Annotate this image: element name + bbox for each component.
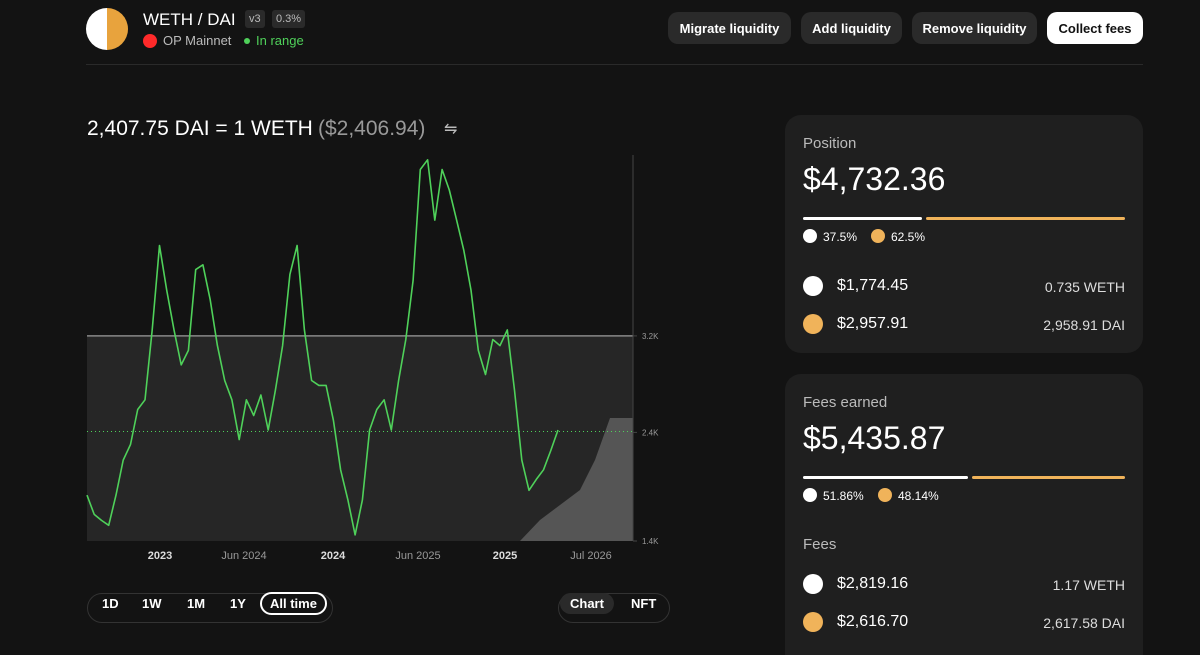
token-amount: 0.735 WETH bbox=[1044, 279, 1125, 295]
token-usd: $2,616.70 bbox=[837, 613, 909, 630]
range-band bbox=[87, 335, 633, 541]
price-usd: ($2,406.94) bbox=[318, 117, 426, 140]
token-usd: $1,774.45 bbox=[837, 277, 909, 294]
x-tick-label: Jul 2026 bbox=[570, 550, 612, 562]
y-tick-label: 2.4K bbox=[642, 428, 659, 437]
swap-icon[interactable]: ⇋ bbox=[444, 121, 458, 138]
time-range-group bbox=[87, 593, 333, 623]
x-tick-label: Jun 2024 bbox=[221, 550, 266, 562]
status: In range bbox=[256, 33, 304, 48]
price-line bbox=[86, 159, 559, 536]
dai-icon bbox=[803, 612, 823, 632]
dai-icon bbox=[803, 314, 823, 334]
share-label: 48.14% bbox=[898, 489, 939, 503]
network: OP Mainnet bbox=[163, 33, 232, 48]
share-bar bbox=[803, 217, 923, 220]
range-button[interactable]: 1Y bbox=[230, 596, 246, 611]
divider bbox=[86, 64, 1143, 65]
weth-icon bbox=[803, 229, 817, 243]
liquidity-depth bbox=[520, 418, 633, 541]
range-button-active[interactable]: All time bbox=[260, 592, 327, 615]
pair-icon bbox=[86, 8, 128, 50]
card-label: Position bbox=[803, 135, 857, 152]
y-tick-label: 3.2K bbox=[642, 332, 659, 341]
share-label: 37.5% bbox=[823, 230, 858, 244]
x-tick-label: Jun 2025 bbox=[395, 550, 440, 562]
fees-card: Fees earned $5,435.87 51.86% 48.14% Fees… bbox=[785, 374, 1143, 655]
token-amount: 1.17 WETH bbox=[1052, 577, 1125, 593]
share-bar bbox=[971, 476, 1125, 479]
migrate-button[interactable]: Migrate liquidity bbox=[668, 12, 791, 44]
token-usd: $2,957.91 bbox=[837, 315, 909, 332]
range-button[interactable]: 1M bbox=[187, 596, 206, 611]
status-dot bbox=[244, 38, 250, 44]
x-tick-label: 2023 bbox=[148, 550, 172, 562]
view-button[interactable]: NFT bbox=[631, 596, 657, 611]
weth-icon bbox=[803, 574, 823, 594]
dai-icon bbox=[878, 488, 892, 502]
pair-name: WETH / DAI bbox=[143, 10, 236, 29]
token-amount: 2,617.58 DAI bbox=[1043, 615, 1125, 631]
share-label: 51.86% bbox=[823, 489, 864, 503]
view-group bbox=[558, 593, 670, 623]
position-total: $4,732.36 bbox=[803, 161, 946, 197]
share-label: 62.5% bbox=[891, 230, 926, 244]
range-button[interactable]: 1D bbox=[102, 596, 119, 611]
token-usd: $2,819.16 bbox=[837, 575, 909, 592]
collect-button[interactable]: Collect fees bbox=[1047, 12, 1143, 44]
add-button[interactable]: Add liquidity bbox=[801, 12, 902, 44]
version-badge: v3 bbox=[245, 10, 265, 28]
share-bar bbox=[803, 476, 968, 479]
weth-icon bbox=[803, 488, 817, 502]
fee-badge: 0.3% bbox=[272, 10, 306, 28]
fees-total: $5,435.87 bbox=[803, 420, 946, 456]
range-button[interactable]: 1W bbox=[142, 596, 162, 611]
fees-subtitle: Fees bbox=[803, 536, 837, 553]
price-text: 2,407.75 DAI = 1 WETH bbox=[87, 117, 313, 140]
position-card: Position $4,732.36 37.5% 62.5% $1,774.45… bbox=[785, 115, 1143, 353]
weth-icon bbox=[803, 276, 823, 296]
view-button-active[interactable]: Chart bbox=[560, 593, 614, 614]
dai-icon bbox=[871, 229, 885, 243]
token-amount: 2,958.91 DAI bbox=[1043, 317, 1125, 333]
y-tick-label: 1.4K bbox=[642, 537, 659, 546]
x-tick-label: 2024 bbox=[321, 550, 346, 562]
x-tick-label: 2025 bbox=[493, 550, 517, 562]
remove-button[interactable]: Remove liquidity bbox=[912, 12, 1037, 44]
network-icon bbox=[143, 34, 157, 48]
price-chart: 1.4K 2.4K 3.2K 2023 Jun 2024 2024 Jun 2025 2025… bbox=[86, 155, 659, 562]
card-label: Fees earned bbox=[803, 394, 888, 411]
share-bar bbox=[926, 217, 1125, 220]
